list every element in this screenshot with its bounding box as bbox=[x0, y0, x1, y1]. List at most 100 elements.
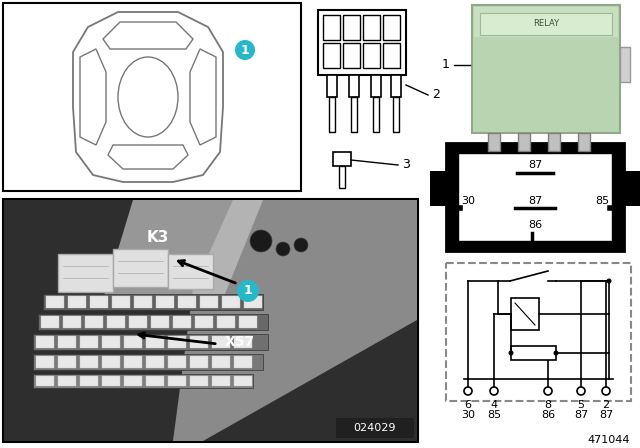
Text: 2: 2 bbox=[432, 89, 440, 102]
Bar bbox=[146, 376, 164, 386]
Bar bbox=[511, 346, 556, 360]
Bar bbox=[168, 254, 213, 289]
Bar bbox=[343, 43, 360, 68]
Text: 1: 1 bbox=[241, 43, 250, 56]
Bar bbox=[146, 356, 164, 368]
Text: 87: 87 bbox=[574, 410, 588, 420]
Bar bbox=[33, 374, 253, 388]
Text: 87: 87 bbox=[528, 196, 542, 206]
Circle shape bbox=[544, 387, 552, 395]
Circle shape bbox=[276, 242, 290, 256]
Bar bbox=[90, 296, 108, 308]
Circle shape bbox=[235, 40, 255, 60]
Bar bbox=[168, 336, 186, 348]
Bar bbox=[124, 376, 142, 386]
Bar bbox=[80, 356, 98, 368]
Bar bbox=[351, 97, 357, 132]
Bar bbox=[168, 356, 186, 368]
Bar bbox=[446, 263, 631, 401]
Circle shape bbox=[490, 387, 498, 395]
Text: 024029: 024029 bbox=[354, 423, 396, 433]
Bar bbox=[3, 3, 301, 191]
Text: 5: 5 bbox=[577, 400, 584, 410]
Bar bbox=[222, 296, 240, 308]
Text: K3: K3 bbox=[147, 229, 169, 245]
Bar bbox=[41, 316, 59, 328]
Bar bbox=[3, 199, 418, 442]
Text: RELAY: RELAY bbox=[533, 20, 559, 29]
Bar bbox=[488, 133, 500, 151]
Text: 85: 85 bbox=[487, 410, 501, 420]
Bar bbox=[195, 316, 213, 328]
Circle shape bbox=[554, 350, 559, 356]
Bar bbox=[620, 47, 630, 82]
Bar bbox=[511, 298, 539, 330]
Bar bbox=[329, 97, 335, 132]
Bar bbox=[168, 376, 186, 386]
Bar bbox=[58, 376, 76, 386]
Text: 471044: 471044 bbox=[588, 435, 630, 445]
Text: X57: X57 bbox=[225, 335, 255, 349]
Bar bbox=[343, 15, 360, 40]
Bar bbox=[68, 296, 86, 308]
Bar bbox=[151, 316, 169, 328]
Bar bbox=[36, 336, 54, 348]
Circle shape bbox=[509, 350, 513, 356]
Bar bbox=[85, 316, 103, 328]
Bar bbox=[548, 133, 560, 151]
Bar bbox=[134, 296, 152, 308]
Bar bbox=[58, 356, 76, 368]
Text: 4: 4 bbox=[490, 400, 497, 410]
Bar bbox=[430, 171, 446, 206]
Text: 87: 87 bbox=[599, 410, 613, 420]
Text: 1: 1 bbox=[442, 59, 450, 72]
Bar bbox=[212, 356, 230, 368]
Bar bbox=[178, 296, 196, 308]
Bar bbox=[371, 75, 381, 97]
Polygon shape bbox=[103, 200, 263, 299]
Bar bbox=[333, 152, 351, 166]
Bar bbox=[156, 296, 174, 308]
Bar bbox=[200, 296, 218, 308]
Bar bbox=[80, 336, 98, 348]
Bar bbox=[190, 376, 208, 386]
Bar bbox=[234, 356, 252, 368]
Text: 86: 86 bbox=[528, 220, 542, 230]
Bar bbox=[102, 356, 120, 368]
Bar bbox=[363, 15, 380, 40]
Bar bbox=[112, 296, 130, 308]
Circle shape bbox=[607, 279, 611, 284]
Bar bbox=[190, 356, 208, 368]
Circle shape bbox=[464, 387, 472, 395]
Bar bbox=[212, 376, 230, 386]
Bar bbox=[339, 166, 345, 188]
Bar bbox=[36, 356, 54, 368]
Bar bbox=[80, 376, 98, 386]
Bar bbox=[63, 316, 81, 328]
Bar bbox=[624, 171, 640, 206]
Bar bbox=[393, 97, 399, 132]
Bar bbox=[4, 200, 417, 441]
Bar bbox=[173, 316, 191, 328]
Bar bbox=[323, 15, 340, 40]
Bar bbox=[36, 376, 54, 386]
Bar bbox=[58, 254, 113, 292]
Bar bbox=[43, 294, 263, 310]
Bar bbox=[102, 336, 120, 348]
Bar bbox=[336, 418, 414, 438]
Bar bbox=[518, 133, 530, 151]
Bar bbox=[472, 5, 620, 133]
Bar bbox=[234, 376, 252, 386]
Bar bbox=[234, 336, 252, 348]
Bar bbox=[124, 356, 142, 368]
Bar bbox=[578, 133, 590, 151]
Bar bbox=[383, 15, 400, 40]
Circle shape bbox=[237, 280, 259, 302]
Bar bbox=[383, 43, 400, 68]
Bar bbox=[446, 143, 624, 251]
Bar bbox=[124, 336, 142, 348]
Text: 85: 85 bbox=[595, 196, 609, 206]
Circle shape bbox=[250, 230, 272, 252]
Polygon shape bbox=[173, 200, 417, 441]
Bar bbox=[474, 7, 618, 37]
